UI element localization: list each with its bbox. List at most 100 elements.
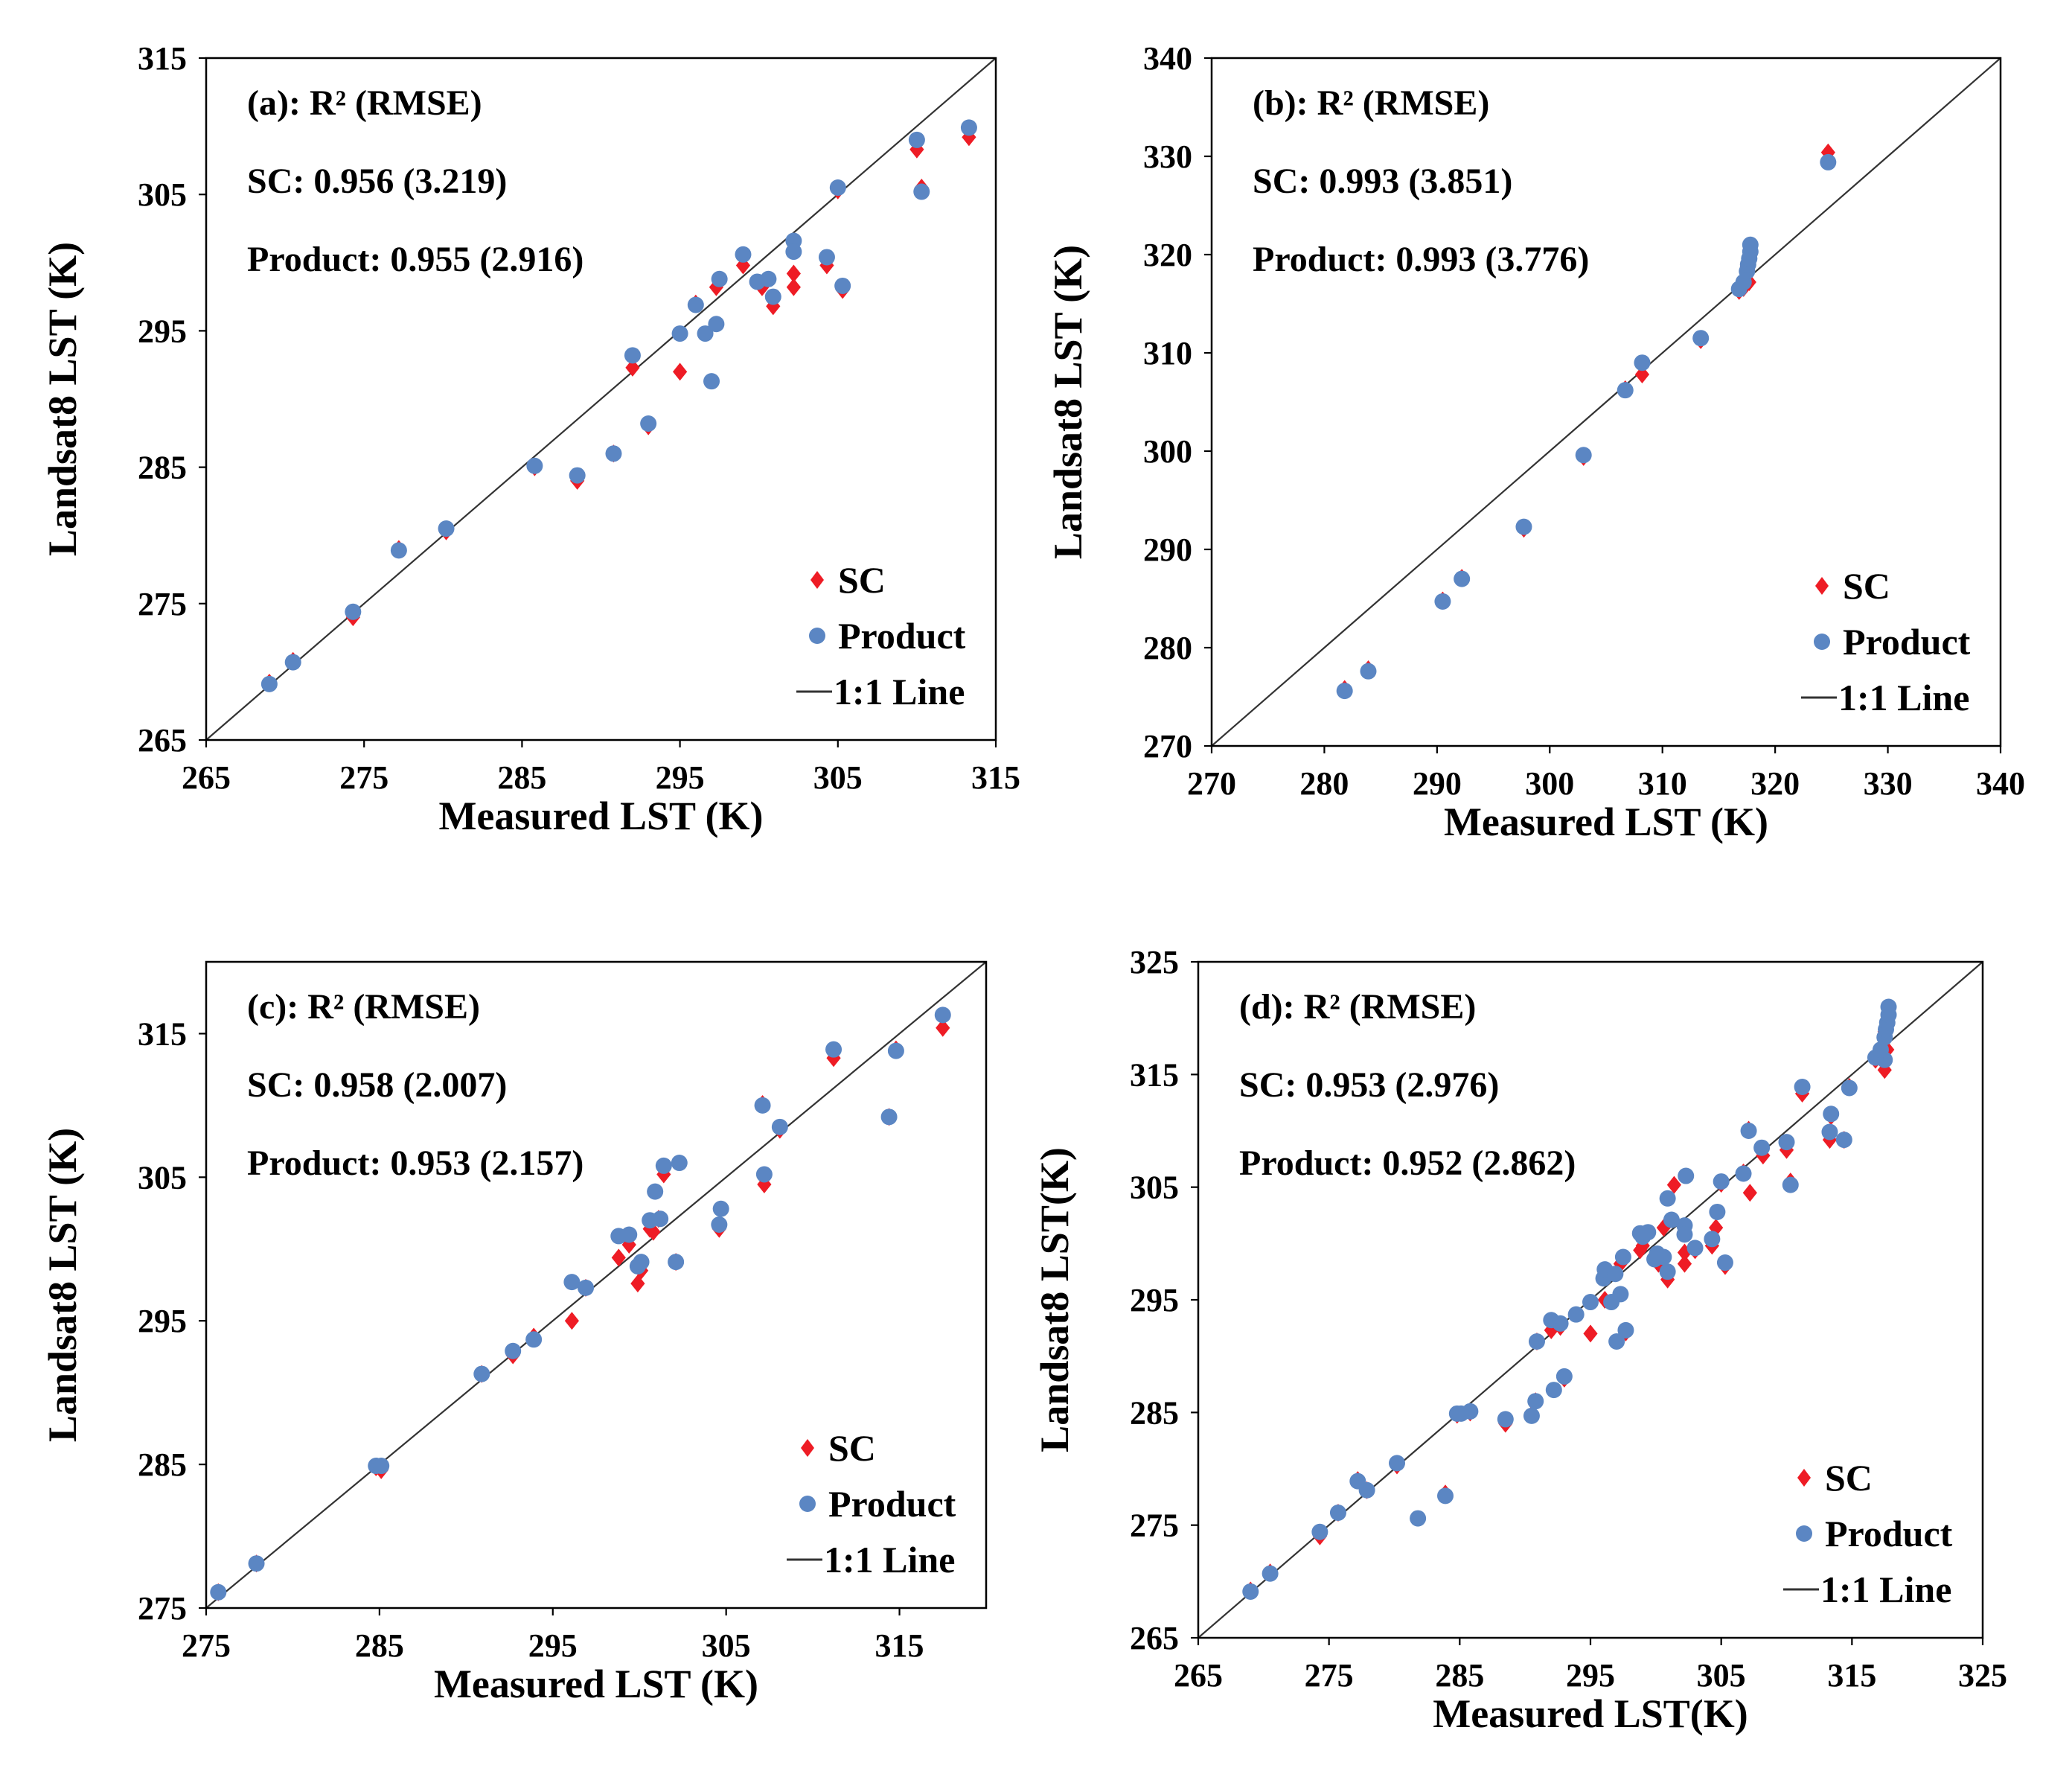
x-tick-label: 325: [1958, 1657, 2007, 1694]
x-tick-label: 290: [1413, 765, 1462, 802]
legend-product-marker: [809, 628, 825, 644]
y-tick-label: 315: [138, 1015, 187, 1052]
y-tick-label: 330: [1143, 138, 1192, 175]
x-tick-label: 285: [1435, 1657, 1484, 1694]
y-axis-label: Landsat8 LST(K): [1032, 1147, 1077, 1452]
product-point: [1676, 1226, 1693, 1243]
product-point: [633, 1254, 650, 1271]
x-tick-label: 320: [1750, 765, 1800, 802]
stats-annotation: SC: 0.956 (3.219): [247, 162, 507, 201]
product-point: [703, 373, 720, 390]
y-axis-label: Landsat8 LST (K): [1046, 245, 1090, 559]
y-tick-label: 305: [138, 176, 187, 213]
sc-point: [786, 278, 801, 296]
sc-point: [1666, 1175, 1682, 1194]
product-point: [1528, 1333, 1545, 1350]
product-point: [913, 183, 930, 200]
product-point: [1242, 1583, 1259, 1600]
product-point: [887, 1042, 904, 1059]
x-tick-label: 275: [1305, 1657, 1354, 1694]
stats-annotation: Product: 0.993 (3.776): [1253, 240, 1589, 279]
y-tick-label: 320: [1143, 237, 1192, 273]
sc-point: [625, 358, 640, 377]
x-tick-label: 285: [497, 759, 546, 796]
y-tick-label: 305: [1130, 1170, 1179, 1206]
product-point: [1608, 1333, 1625, 1350]
legend-sc-marker: [1815, 577, 1829, 595]
product-point: [578, 1279, 595, 1296]
product-point: [760, 270, 777, 287]
product-point: [880, 1108, 898, 1126]
stats-annotation: Product: 0.952 (2.862): [1239, 1143, 1576, 1183]
sc-point: [1677, 1254, 1692, 1273]
legend-line-label: 1:1 Line: [834, 671, 965, 712]
product-point: [1640, 1224, 1657, 1241]
product-point: [1612, 1286, 1629, 1303]
product-point: [1545, 1382, 1562, 1399]
product-point: [1497, 1411, 1514, 1428]
y-axis-label: Landsat8 LST (K): [40, 242, 85, 556]
product-point: [785, 243, 802, 261]
legend-product-label: Product: [828, 1483, 956, 1525]
product-point: [1782, 1176, 1799, 1193]
product-point: [1552, 1315, 1569, 1332]
product-point: [1567, 1306, 1585, 1323]
product-point: [1753, 1139, 1771, 1156]
product-point: [284, 654, 301, 671]
product-point: [438, 520, 455, 537]
y-tick-label: 285: [1130, 1394, 1179, 1431]
product-point: [345, 603, 362, 620]
sc-point: [936, 1018, 950, 1037]
product-point: [755, 1166, 773, 1183]
y-tick-label: 265: [1130, 1620, 1179, 1656]
product-point: [1389, 1455, 1406, 1472]
product-point: [1713, 1173, 1730, 1190]
product-point: [1821, 1123, 1838, 1140]
x-tick-label: 295: [656, 759, 705, 796]
product-point: [1575, 447, 1592, 464]
y-tick-label: 295: [138, 1303, 187, 1339]
product-point: [1336, 683, 1353, 700]
product-point: [624, 347, 641, 364]
product-point: [825, 1041, 842, 1058]
product-point: [605, 445, 622, 462]
panel-d: 265 275 285 295 305 315 325 265 275 285 295 305 315 3…: [1032, 944, 2007, 1736]
product-point: [1410, 1510, 1427, 1527]
product-point: [473, 1365, 490, 1382]
x-tick-label: 310: [1638, 765, 1687, 802]
one-to-one-line: [1211, 57, 2001, 747]
x-tick-label: 275: [339, 759, 388, 796]
legend-sc-marker: [801, 1439, 814, 1457]
x-tick-label: 280: [1299, 765, 1349, 802]
product-point: [1607, 1266, 1624, 1283]
product-point: [1735, 1165, 1752, 1182]
y-tick-label: 270: [1143, 728, 1192, 765]
product-point: [764, 288, 781, 305]
plot-frame: [205, 57, 997, 741]
product-point: [1835, 1132, 1852, 1149]
y-tick-label: 295: [138, 313, 187, 349]
product-point: [1360, 663, 1377, 680]
legend-product-marker: [1796, 1525, 1812, 1542]
product-point: [818, 249, 835, 266]
stats-annotation: Product: 0.955 (2.916): [247, 240, 583, 279]
product-point: [210, 1583, 227, 1601]
product-point: [640, 415, 657, 432]
product-point: [771, 1118, 788, 1135]
product-point: [1659, 1190, 1676, 1207]
product-point: [1617, 1321, 1634, 1339]
legend-product-label: Product: [1843, 621, 1971, 663]
product-point: [960, 119, 977, 136]
product-point: [687, 296, 704, 313]
product-point: [621, 1226, 638, 1243]
product-point: [1663, 1211, 1680, 1228]
product-point: [569, 467, 586, 484]
y-tick-label: 275: [1130, 1508, 1179, 1544]
stats-annotation: SC: 0.953 (2.976): [1239, 1065, 1499, 1105]
product-point: [525, 1331, 543, 1348]
product-point: [1659, 1263, 1676, 1280]
product-point: [390, 542, 407, 559]
product-point: [671, 325, 688, 342]
product-point: [1358, 1481, 1375, 1499]
product-point: [708, 316, 725, 333]
